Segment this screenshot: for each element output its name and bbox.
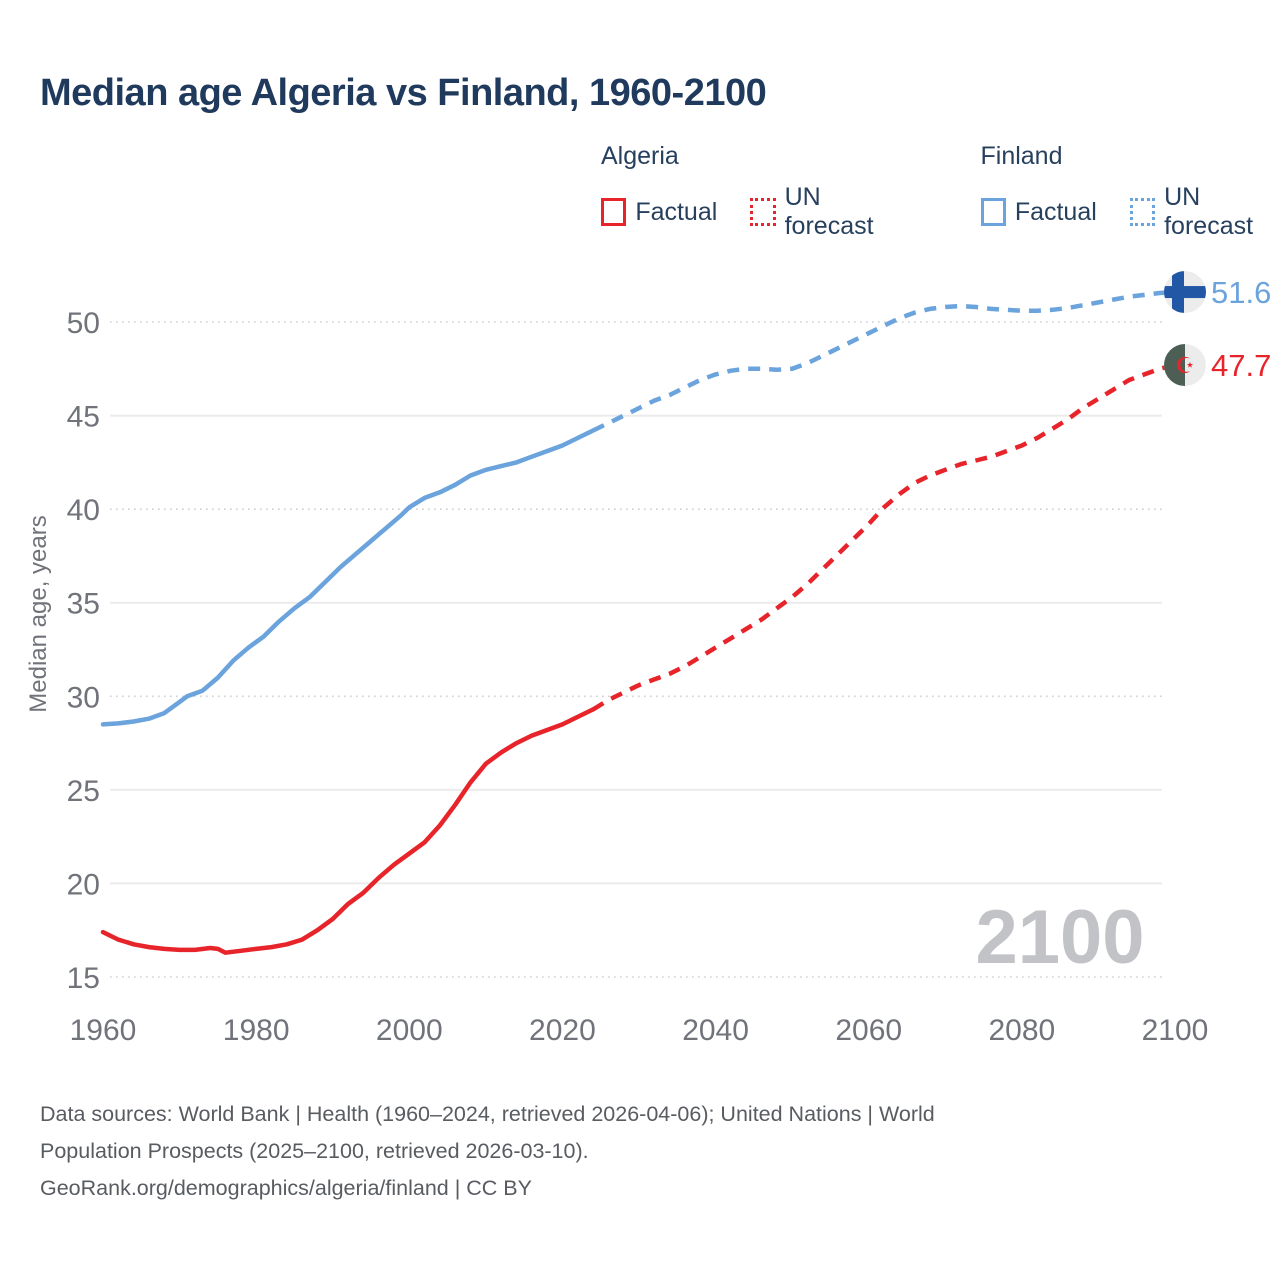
legend-row-algeria: Factual UN forecast [601, 183, 901, 241]
y-tick-label: 25 [67, 775, 100, 808]
y-axis-tick-labels: 15 20 25 30 35 40 45 50 [67, 307, 100, 995]
data-series [100, 289, 1176, 955]
y-axis-title: Median age, years [25, 515, 52, 712]
y-tick-label: 20 [67, 868, 100, 901]
legend-group-finland: Finland Factual UN forecast [980, 142, 1280, 241]
y-tick-label: 40 [67, 494, 100, 527]
series-algeria-solid [100, 707, 596, 955]
x-tick-label: 2100 [1142, 1014, 1209, 1047]
chart-title: Median age Algeria vs Finland, 1960-2100 [40, 72, 767, 114]
crescent-star-icon: ☪ [1175, 353, 1195, 378]
x-tick-label: 2020 [529, 1014, 596, 1047]
finland-forecast-swatch-icon [1129, 198, 1156, 226]
x-tick-label: 2040 [682, 1014, 749, 1047]
footer-attribution: GeoRank.org/demographics/algeria/finland… [40, 1176, 532, 1200]
x-tick-label: 2000 [376, 1014, 443, 1047]
x-tick-label: 1960 [70, 1014, 137, 1047]
x-tick-label: 2060 [835, 1014, 902, 1047]
finland-end-value-label: 51.6 [1211, 275, 1271, 310]
legend-label-finland-factual: Factual [1014, 197, 1097, 226]
algeria-forecast-swatch-icon [750, 198, 776, 226]
algeria-factual-swatch-icon [601, 198, 627, 226]
watermark-2100: 2100 [975, 895, 1144, 980]
legend-label-algeria-forecast: UN forecast [784, 183, 874, 240]
y-tick-label: 45 [67, 401, 100, 434]
algeria-end-value-label: 47.7 [1211, 348, 1271, 383]
x-tick-label: 2080 [988, 1014, 1055, 1047]
y-tick-label: 50 [67, 307, 100, 340]
y-tick-label: 15 [67, 962, 100, 995]
footer: Data sources: World Bank | Health (1960–… [40, 1096, 935, 1207]
algeria-flag-icon: ☪ [1164, 344, 1206, 387]
legend-group-algeria: Algeria Factual UN forecast [601, 142, 901, 241]
legend-header-algeria: Algeria [601, 142, 679, 170]
gridlines [110, 321, 1162, 978]
legend: Algeria Factual UN forecast Finland Fact… [601, 142, 1280, 241]
legend-header-finland: Finland [980, 142, 1063, 170]
series-algeria-dashed [591, 362, 1176, 712]
legend-label-algeria-factual: Factual [635, 197, 718, 226]
series-finland-solid [100, 428, 596, 727]
y-tick-label: 30 [67, 681, 100, 714]
finland-factual-swatch-icon [980, 198, 1006, 226]
footer-sources-line1: Data sources: World Bank | Health (1960–… [40, 1102, 935, 1126]
series-finland-dashed [592, 289, 1176, 433]
x-tick-label: 1980 [223, 1014, 290, 1047]
footer-sources-line2: Population Prospects (2025–2100, retriev… [40, 1139, 589, 1163]
finland-flag-icon [1164, 271, 1206, 314]
legend-label-finland-forecast: UN forecast [1164, 183, 1254, 240]
y-tick-label: 35 [67, 588, 100, 621]
legend-row-finland: Factual UN forecast [980, 183, 1280, 241]
x-axis-tick-labels: 1960 1980 2000 2020 2040 2060 2080 2100 [70, 1014, 1209, 1047]
